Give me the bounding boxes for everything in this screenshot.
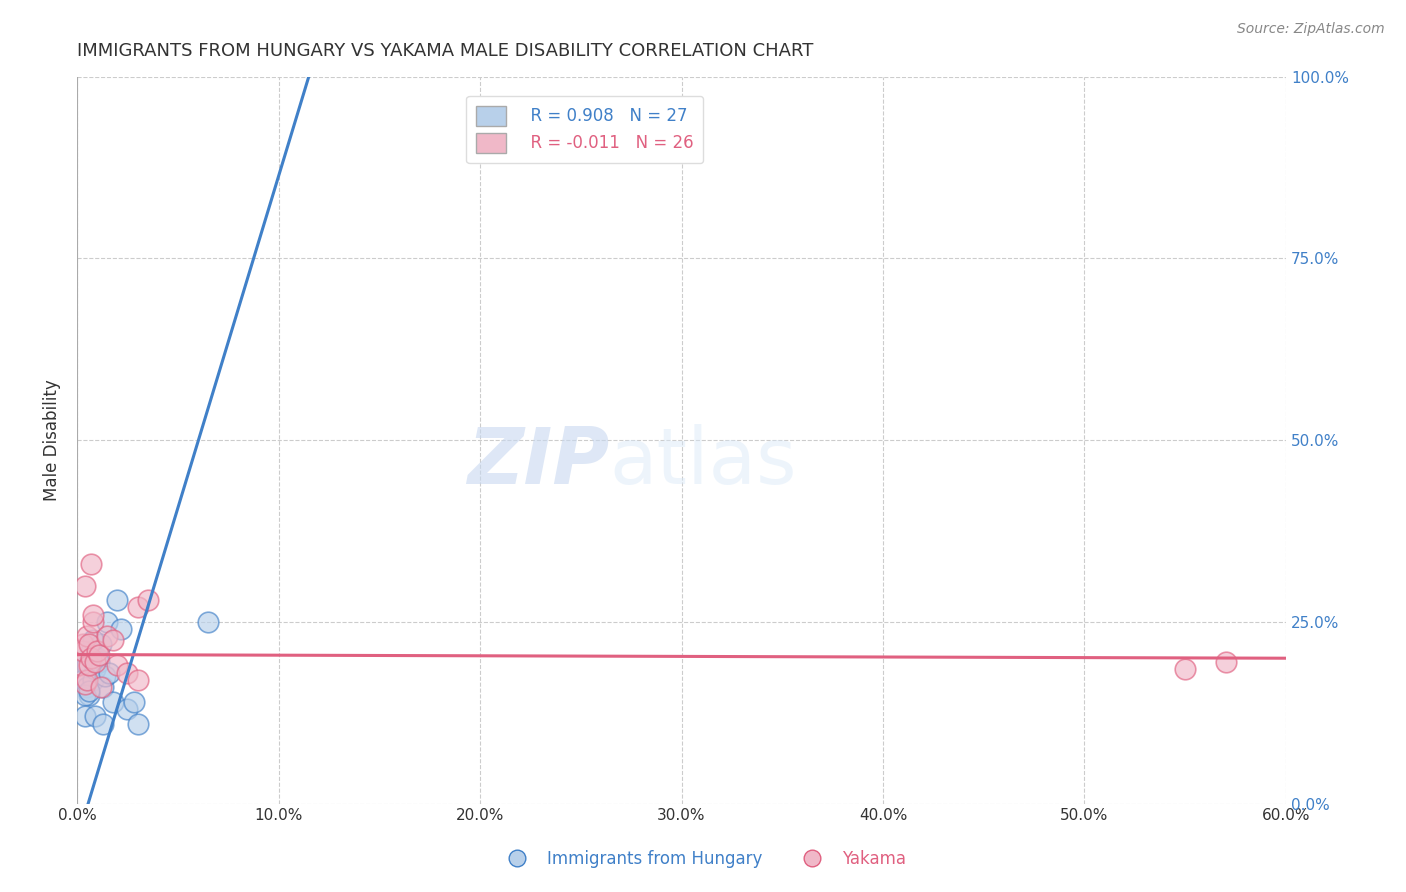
Point <box>90 637 112 651</box>
Point <box>76 681 98 695</box>
Point <box>75 709 97 723</box>
Point <box>82 633 104 648</box>
Point <box>1174 662 1197 676</box>
Point <box>136 593 159 607</box>
Point <box>91 716 114 731</box>
Text: ZIP: ZIP <box>467 424 609 500</box>
Point <box>105 658 128 673</box>
Point <box>77 658 100 673</box>
Legend:   R = 0.908   N = 27,   R = -0.011   N = 26: R = 0.908 N = 27, R = -0.011 N = 26 <box>467 95 703 163</box>
Point <box>82 607 104 622</box>
Point <box>89 648 111 662</box>
Point <box>1215 655 1237 669</box>
Text: IMMIGRANTS FROM HUNGARY VS YAKAMA MALE DISABILITY CORRELATION CHART: IMMIGRANTS FROM HUNGARY VS YAKAMA MALE D… <box>77 42 814 60</box>
Point <box>75 676 97 690</box>
Point <box>77 688 100 702</box>
Point <box>117 665 139 680</box>
Point <box>80 557 103 571</box>
Point <box>86 644 108 658</box>
Point <box>76 629 98 643</box>
Point <box>72 673 94 687</box>
Point <box>75 688 97 702</box>
Point <box>76 673 98 687</box>
Point <box>76 658 98 673</box>
Point <box>82 673 104 687</box>
Point <box>103 633 125 648</box>
Point <box>110 622 132 636</box>
Point <box>94 669 117 683</box>
Point <box>96 615 118 629</box>
Point <box>96 629 118 643</box>
Point <box>90 681 112 695</box>
Point <box>75 578 97 592</box>
Legend: Immigrants from Hungary, Yakama: Immigrants from Hungary, Yakama <box>494 844 912 875</box>
Point <box>86 651 108 665</box>
Point <box>84 655 107 669</box>
Point <box>82 615 104 629</box>
Point <box>105 593 128 607</box>
Point <box>122 695 145 709</box>
Text: Source: ZipAtlas.com: Source: ZipAtlas.com <box>1237 22 1385 37</box>
Point <box>84 709 107 723</box>
Point <box>77 637 100 651</box>
Point <box>72 644 94 658</box>
Point <box>80 651 103 665</box>
Point <box>127 600 149 615</box>
Point <box>89 655 111 669</box>
Text: atlas: atlas <box>609 424 796 500</box>
Point <box>91 681 114 695</box>
Point <box>80 644 103 658</box>
Point <box>84 662 107 676</box>
Point <box>77 684 100 698</box>
Point <box>127 673 149 687</box>
Point <box>127 716 149 731</box>
Point <box>98 665 121 680</box>
Point <box>197 615 219 629</box>
Point <box>103 695 125 709</box>
Point <box>70 658 93 673</box>
Point <box>117 702 139 716</box>
Y-axis label: Male Disability: Male Disability <box>44 379 60 501</box>
Point <box>72 637 94 651</box>
